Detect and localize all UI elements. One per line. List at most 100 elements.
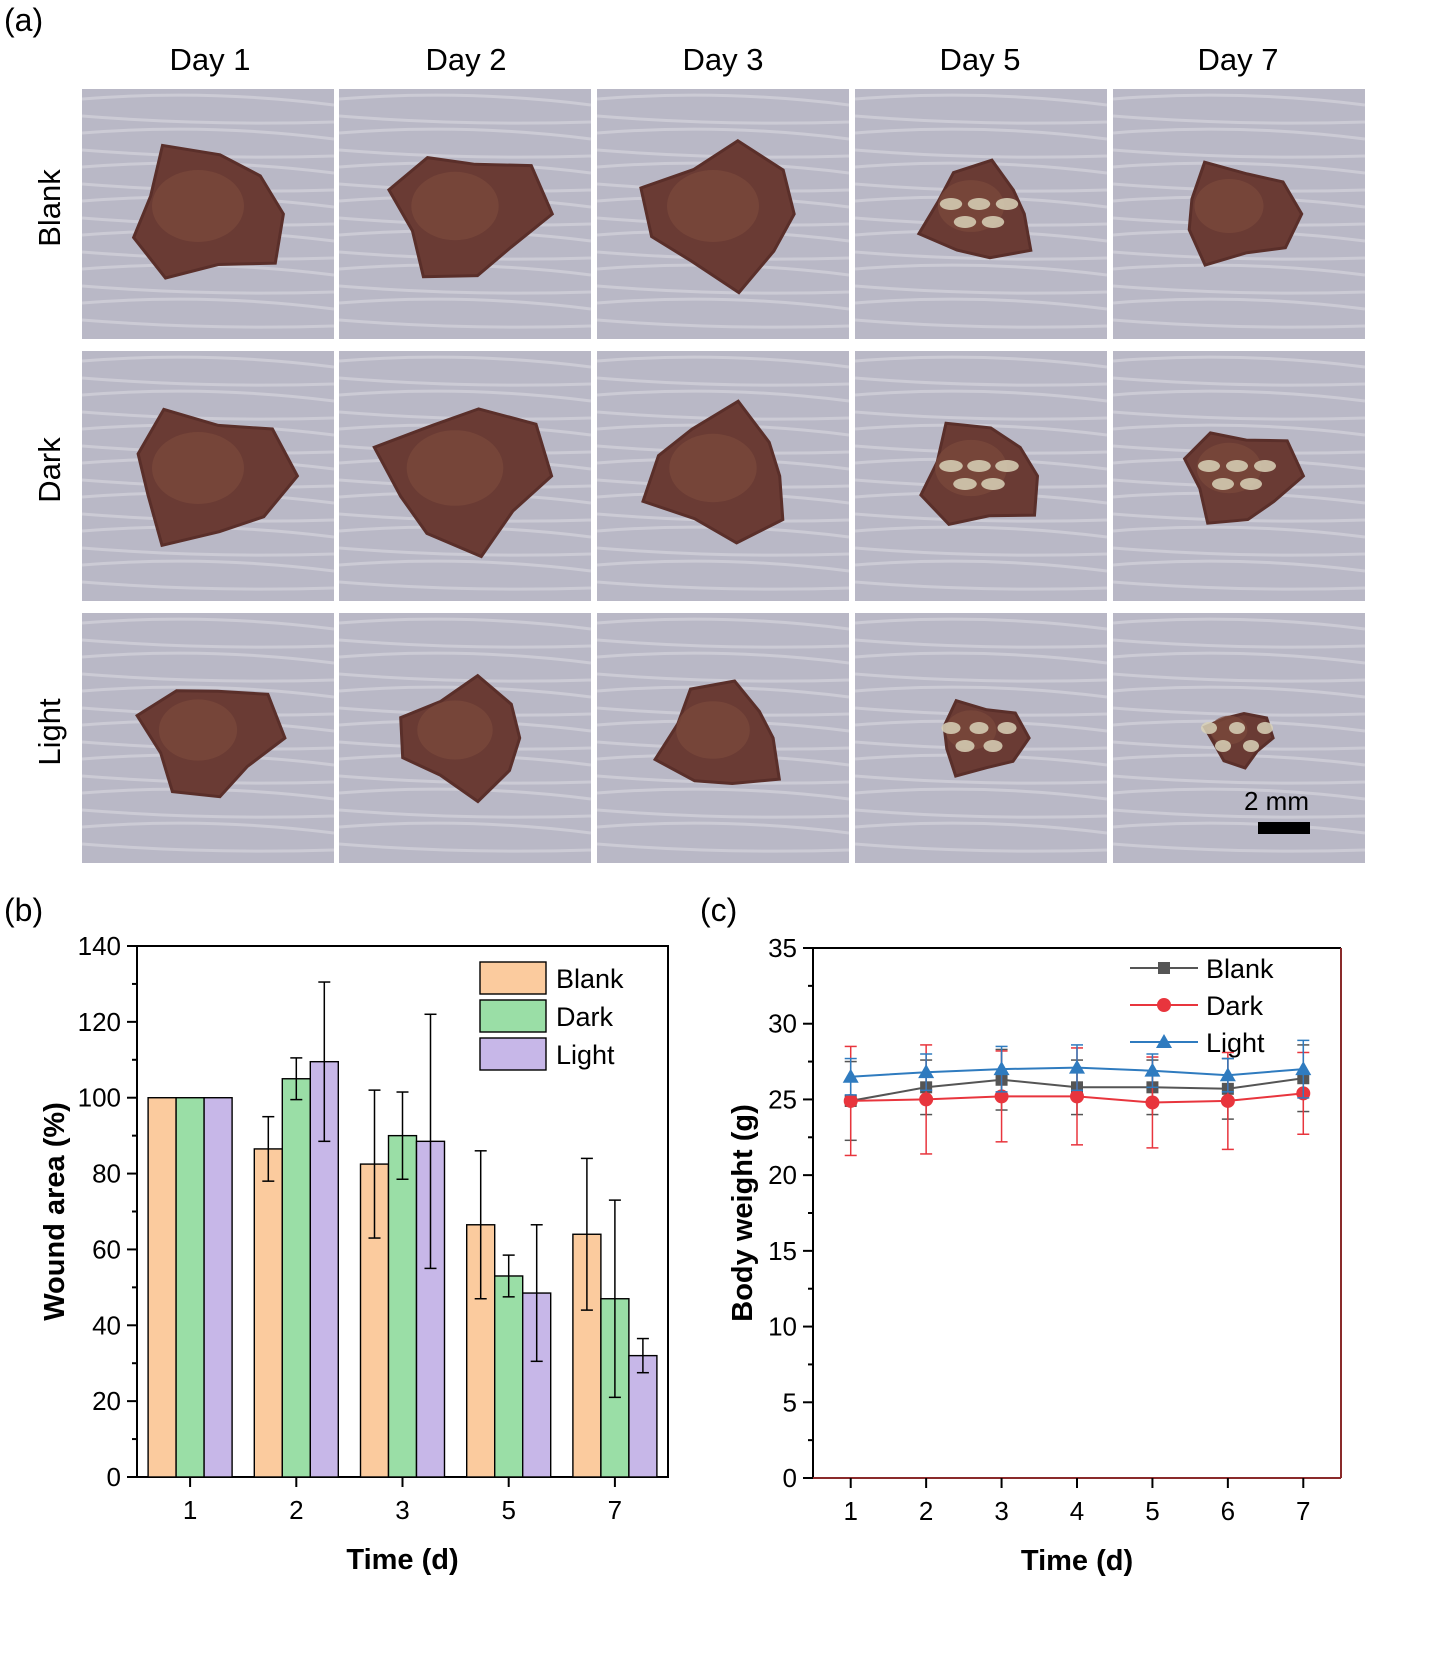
bar-light <box>628 1354 658 1478</box>
point-dark <box>1070 1089 1084 1104</box>
scab <box>1212 478 1234 490</box>
wound-inner <box>152 432 244 504</box>
fur-strand <box>339 651 591 665</box>
scab <box>941 722 961 734</box>
scab <box>1215 740 1231 752</box>
y-tick-label: 10 <box>768 1312 797 1342</box>
wound-photo-light-day-2 <box>339 613 591 863</box>
scab <box>995 460 1019 472</box>
x-tick-label: 5 <box>501 1495 515 1525</box>
legend-swatch-light <box>479 1037 547 1071</box>
legend-swatch-blank <box>479 961 547 995</box>
fur-strand <box>597 842 849 853</box>
y-tick-label: 80 <box>92 1159 121 1189</box>
fur-strand <box>597 376 849 387</box>
point-light <box>1295 1061 1312 1076</box>
bar-dark <box>387 1134 418 1478</box>
fur-strand <box>855 250 1107 261</box>
x-tick-label: 2 <box>289 1495 303 1525</box>
fur-strand <box>597 297 849 311</box>
x-tick-label: 2 <box>919 1496 933 1526</box>
fur-strand <box>855 808 1107 819</box>
y-tick-label: 0 <box>107 1462 121 1492</box>
fur-strand <box>82 685 334 699</box>
bar-dark <box>281 1078 311 1478</box>
fur-strand <box>339 821 591 835</box>
fur-strand <box>339 148 591 159</box>
fur-strand <box>82 821 334 835</box>
fur-strand <box>339 114 591 125</box>
scab <box>1240 478 1262 490</box>
fur-strand <box>1113 638 1365 649</box>
wound-photo-dark-day-3 <box>597 351 849 601</box>
point-light <box>993 1061 1010 1076</box>
wound-photo-dark-day-2 <box>339 351 591 601</box>
fur-strand <box>1113 389 1365 403</box>
scab <box>1257 722 1273 734</box>
fur-strand <box>1113 580 1365 591</box>
fur-strand <box>597 93 849 107</box>
fur-strand <box>339 93 591 107</box>
wound-photo-blank-day-5 <box>855 89 1107 339</box>
fur-strand <box>82 617 334 631</box>
bar-dark <box>494 1275 524 1478</box>
legend-marker-light <box>1156 1034 1172 1048</box>
y-tick-label: 0 <box>783 1463 797 1493</box>
scab <box>1243 740 1259 752</box>
fur-strand <box>1113 250 1365 261</box>
fur-strand <box>1113 808 1365 819</box>
fur-strand <box>339 559 591 573</box>
fur-strand <box>1113 685 1365 699</box>
fur-strand <box>855 559 1107 573</box>
scab <box>995 198 1019 210</box>
y-tick-label: 25 <box>768 1084 797 1114</box>
legend-marker-blank <box>1158 962 1170 974</box>
wound-inner <box>411 171 499 241</box>
legend-marker-dark <box>1157 998 1171 1012</box>
scab <box>1201 722 1217 734</box>
fur-strand <box>339 355 591 369</box>
point-light <box>918 1064 935 1079</box>
fur-strand <box>855 525 1107 539</box>
fur-strand <box>597 787 849 801</box>
fur-strand <box>1113 787 1365 801</box>
panel-c-label: (c) <box>700 892 738 928</box>
wound-photo-dark-day-5 <box>855 351 1107 601</box>
fur-strand <box>1113 355 1365 369</box>
wound-photo-dark-day-7 <box>1113 351 1365 601</box>
fur-strand <box>339 617 591 631</box>
fur-strand <box>855 685 1107 699</box>
x-tick-label: 4 <box>1070 1496 1084 1526</box>
y-tick-label: 140 <box>78 931 121 961</box>
fur-strand <box>82 808 334 819</box>
legend-label-blank: Blank <box>1206 954 1274 984</box>
wound-inner <box>417 700 493 760</box>
legend-label-light: Light <box>556 1040 615 1070</box>
fur-strand <box>855 114 1107 125</box>
y-tick-label: 100 <box>78 1083 121 1113</box>
fur-strand <box>1113 93 1365 107</box>
scab <box>969 722 989 734</box>
fur-strand <box>855 774 1107 785</box>
fur-strand <box>855 127 1107 141</box>
y-tick-label: 30 <box>768 1009 797 1039</box>
fur-strand <box>597 821 849 835</box>
wound-photo-light-day-1 <box>82 613 334 863</box>
fur-strand <box>339 546 591 557</box>
wound-inner <box>669 433 757 503</box>
bar-light <box>203 1097 233 1478</box>
fur-strand <box>1113 821 1365 835</box>
fur-strand <box>82 114 334 125</box>
fur-strand <box>855 546 1107 557</box>
wound-photo-blank-day-2 <box>339 89 591 339</box>
y-axis-label: Body weight (g) <box>727 1104 759 1321</box>
y-axis-label: Wound area (%) <box>39 1102 71 1321</box>
fur-strand <box>339 638 591 649</box>
x-axis-label: Time (d) <box>1021 1545 1133 1577</box>
legend-label-light: Light <box>1206 1028 1265 1058</box>
fur-strand <box>339 376 591 387</box>
fur-strand <box>855 284 1107 295</box>
wound-inner <box>152 170 244 242</box>
fur-strand <box>597 672 849 683</box>
scab <box>953 216 977 228</box>
